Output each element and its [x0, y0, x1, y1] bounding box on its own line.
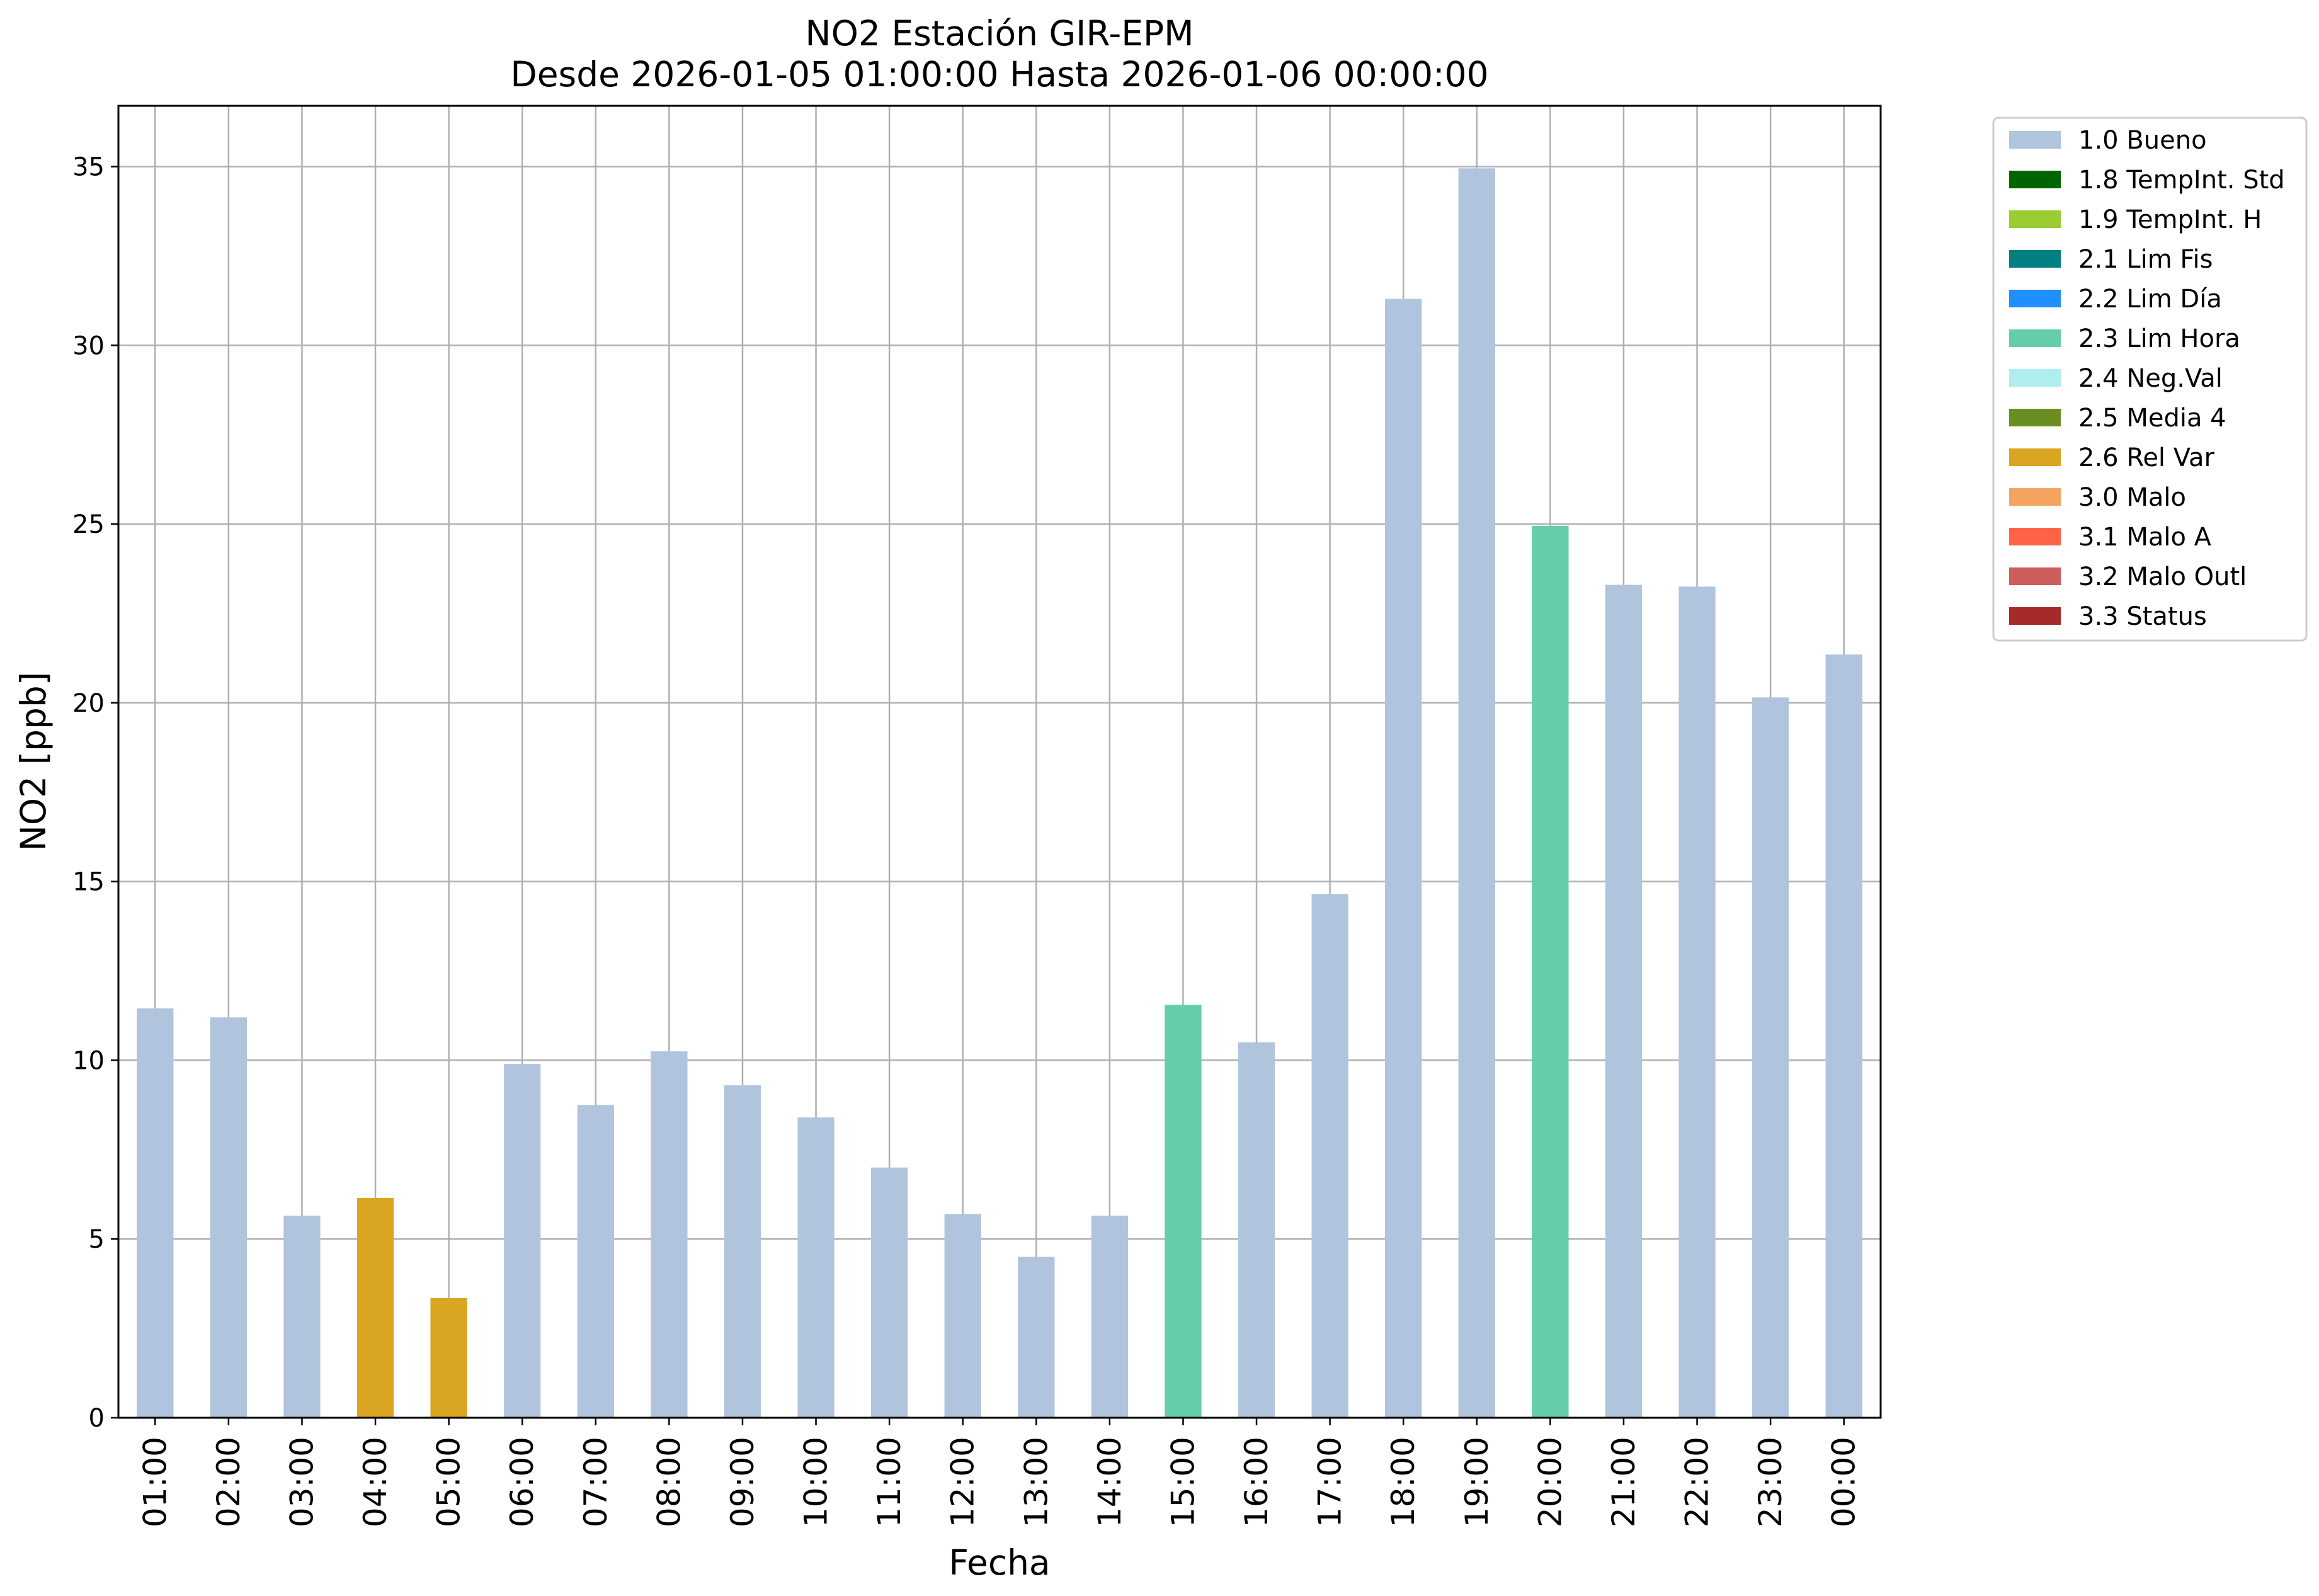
bars	[137, 168, 1862, 1418]
bar-11:00	[870, 1167, 908, 1418]
legend-swatch	[2009, 448, 2061, 466]
bar-15:00	[1165, 1005, 1202, 1418]
bar-09:00	[724, 1085, 761, 1418]
legend-swatch	[2009, 290, 2061, 307]
y-axis-label: NO2 [ppb]	[13, 672, 54, 852]
bar-01:00	[137, 1008, 174, 1418]
bar-12:00	[944, 1214, 981, 1418]
x-tick-label: 22:00	[1679, 1437, 1716, 1527]
y-tick-label: 20	[72, 689, 105, 718]
x-tick-label: 20:00	[1532, 1437, 1568, 1527]
bar-04:00	[356, 1197, 394, 1418]
legend-swatch	[2009, 250, 2061, 268]
x-tick-label: 10:00	[798, 1437, 835, 1527]
x-tick-label: 19:00	[1459, 1437, 1495, 1527]
x-tick-label: 01:00	[137, 1437, 173, 1527]
legend-swatch	[2009, 131, 2061, 149]
x-tick-label: 15:00	[1165, 1437, 1201, 1527]
x-tick-label: 08:00	[651, 1437, 687, 1527]
legend-label: 3.1 Malo A	[2078, 523, 2212, 552]
bar-23:00	[1752, 697, 1789, 1418]
legend-frame	[1992, 117, 2308, 642]
plot-area: 0 5 10 15 20 25 30 35 01:00 02:00 03:00 04:00 05:00…	[72, 105, 1882, 1527]
legend-swatch	[2009, 528, 2061, 545]
x-tick-label: 11:00	[871, 1437, 908, 1527]
x-tick-label: 16:00	[1238, 1437, 1275, 1527]
x-tick-label: 23:00	[1752, 1437, 1789, 1527]
bar-22:00	[1678, 586, 1716, 1418]
bar-13:00	[1018, 1257, 1055, 1418]
bar-00:00	[1825, 654, 1862, 1418]
legend-swatch	[2009, 409, 2061, 426]
bar-20:00	[1532, 525, 1569, 1418]
x-tick-label: 04:00	[357, 1437, 394, 1527]
y-tick-label: 0	[89, 1404, 105, 1433]
legend-swatch	[2009, 369, 2061, 387]
bar-14:00	[1091, 1216, 1129, 1418]
legend-label: 2.2 Lim Día	[2078, 285, 2222, 314]
x-tick-label: 12:00	[945, 1437, 981, 1527]
legend-label: 2.1 Lim Fis	[2078, 245, 2213, 274]
legend-label: 2.6 Rel Var	[2078, 443, 2215, 472]
legend-label: 3.2 Malo Outl	[2078, 562, 2247, 591]
bar-05:00	[430, 1297, 467, 1418]
plot-frame	[117, 105, 1882, 1419]
legend-swatch	[2009, 607, 2061, 625]
bar-16:00	[1238, 1042, 1275, 1418]
chart-title: NO2 Estación GIR-EPM	[805, 13, 1194, 54]
legend-swatch	[2009, 329, 2061, 347]
legend-label: 1.0 Bueno	[2078, 126, 2207, 155]
legend: 1.0 Bueno 1.8 TempInt. Std 1.9 TempInt. H 2…	[1992, 117, 2308, 642]
y-tick-label: 15	[72, 868, 105, 897]
legend-swatch	[2009, 488, 2061, 506]
legend-label: 1.9 TempInt. H	[2078, 205, 2262, 234]
x-tick-label: 06:00	[504, 1437, 540, 1527]
x-tick-label: 14:00	[1091, 1437, 1128, 1527]
x-axis-label: Fecha	[949, 1542, 1050, 1583]
legend-label: 1.8 TempInt. Std	[2078, 166, 2285, 195]
legend-label: 3.3 Status	[2078, 602, 2207, 631]
y-tick-label: 5	[89, 1225, 105, 1254]
x-tick-label: 03:00	[283, 1437, 320, 1527]
chart-subtitle: Desde 2026-01-05 01:00:00 Hasta 2026-01-…	[510, 54, 1488, 94]
bar-02:00	[210, 1017, 248, 1418]
bar-07:00	[577, 1105, 614, 1418]
x-axis: 01:00 02:00 03:00 04:00 05:00 06:00 07:00 08:00…	[137, 1418, 1862, 1527]
x-tick-label: 21:00	[1605, 1437, 1642, 1527]
y-tick-label: 35	[72, 152, 105, 181]
y-axis: 0 5 10 15 20 25 30 35	[72, 152, 118, 1433]
legend-swatch	[2009, 171, 2061, 188]
x-tick-label: 05:00	[431, 1437, 467, 1527]
bar-08:00	[651, 1051, 688, 1418]
bar-03:00	[283, 1216, 321, 1418]
bar-10:00	[797, 1117, 835, 1418]
bar-18:00	[1385, 299, 1422, 1418]
legend-swatch	[2009, 567, 2061, 585]
legend-label: 3.0 Malo	[2078, 483, 2186, 512]
x-tick-label: 00:00	[1826, 1437, 1862, 1527]
bar-06:00	[504, 1064, 541, 1418]
legend-label: 2.5 Media 4	[2078, 404, 2226, 433]
legend-swatch	[2009, 210, 2061, 228]
x-tick-label: 13:00	[1018, 1437, 1054, 1527]
bar-21:00	[1605, 584, 1643, 1418]
bar-17:00	[1311, 894, 1348, 1418]
x-tick-label: 07:00	[578, 1437, 614, 1527]
x-tick-label: 18:00	[1385, 1437, 1422, 1527]
legend-label: 2.3 Lim Hora	[2078, 324, 2240, 353]
x-tick-label: 17:00	[1312, 1437, 1348, 1527]
x-tick-label: 02:00	[210, 1437, 247, 1527]
legend-label: 2.4 Neg.Val	[2078, 364, 2223, 393]
y-tick-label: 10	[72, 1046, 105, 1075]
y-tick-label: 25	[72, 510, 105, 539]
y-tick-label: 30	[72, 331, 105, 360]
x-tick-label: 09:00	[724, 1437, 761, 1527]
bar-19:00	[1458, 168, 1495, 1418]
